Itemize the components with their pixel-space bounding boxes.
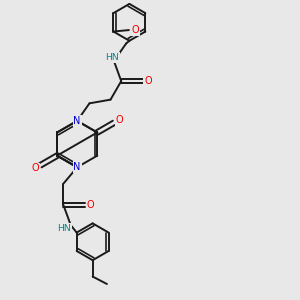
Text: O: O xyxy=(132,25,139,35)
Text: O: O xyxy=(144,76,152,86)
Text: N: N xyxy=(74,116,81,126)
Text: HN: HN xyxy=(57,224,71,232)
Text: O: O xyxy=(32,163,39,173)
Text: O: O xyxy=(115,115,123,125)
Text: N: N xyxy=(74,162,81,172)
Text: HN: HN xyxy=(105,53,119,62)
Text: O: O xyxy=(86,200,94,210)
